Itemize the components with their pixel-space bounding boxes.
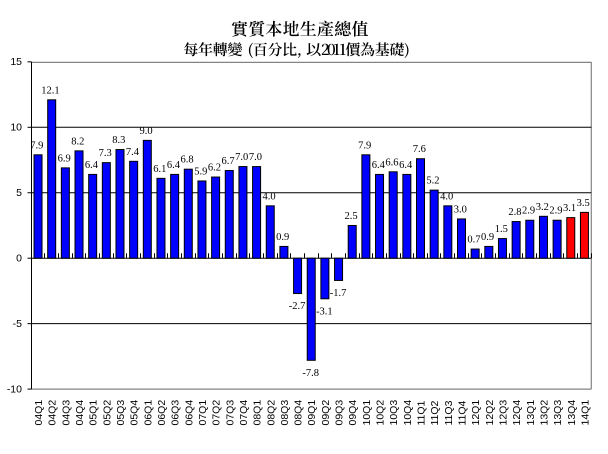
svg-text:09Q3: 09Q3 [334, 400, 346, 426]
svg-text:06Q3: 06Q3 [170, 400, 182, 426]
svg-text:10Q1: 10Q1 [361, 400, 373, 426]
svg-text:7.9: 7.9 [358, 140, 371, 151]
svg-text:-5: -5 [13, 318, 22, 330]
svg-text:3.2: 3.2 [536, 202, 549, 213]
svg-text:6.6: 6.6 [385, 157, 398, 168]
svg-text:11Q4: 11Q4 [456, 400, 468, 425]
svg-text:04Q3: 04Q3 [60, 400, 72, 426]
svg-text:6.4: 6.4 [167, 160, 181, 171]
svg-text:05Q3: 05Q3 [115, 400, 127, 426]
svg-text:-3.1: -3.1 [316, 306, 333, 317]
svg-text:7.6: 7.6 [413, 144, 426, 155]
svg-text:06Q1: 06Q1 [142, 400, 154, 426]
svg-text:06Q2: 06Q2 [156, 400, 168, 426]
svg-text:07Q3: 07Q3 [224, 400, 236, 426]
svg-text:2.9: 2.9 [522, 206, 535, 217]
svg-text:7.9: 7.9 [30, 140, 43, 151]
svg-text:9.0: 9.0 [140, 126, 153, 137]
svg-text:-1.7: -1.7 [330, 288, 347, 299]
svg-text:0: 0 [16, 252, 22, 264]
svg-text:2.8: 2.8 [508, 207, 521, 218]
svg-text:6.1: 6.1 [153, 164, 166, 175]
svg-text:05Q4: 05Q4 [129, 400, 141, 426]
svg-text:09Q4: 09Q4 [347, 400, 359, 426]
svg-text:-2.7: -2.7 [289, 301, 306, 312]
svg-text:2.9: 2.9 [549, 206, 562, 217]
svg-text:13Q3: 13Q3 [552, 400, 564, 426]
svg-text:08Q1: 08Q1 [252, 400, 264, 426]
svg-text:10: 10 [10, 122, 22, 134]
svg-text:8.2: 8.2 [71, 136, 84, 147]
svg-text:5: 5 [16, 187, 22, 199]
svg-text:6.8: 6.8 [181, 155, 194, 166]
svg-text:4.0: 4.0 [440, 191, 453, 202]
svg-text:12Q1: 12Q1 [470, 400, 482, 426]
svg-text:07Q1: 07Q1 [197, 400, 209, 426]
svg-text:12Q4: 12Q4 [511, 400, 523, 426]
svg-text:7.3: 7.3 [99, 148, 112, 159]
svg-text:06Q4: 06Q4 [183, 400, 195, 426]
svg-text:-10: -10 [7, 383, 22, 395]
svg-text:3.0: 3.0 [454, 204, 467, 215]
svg-text:0.9: 0.9 [276, 232, 289, 243]
svg-text:5.9: 5.9 [194, 166, 207, 177]
svg-text:1.5: 1.5 [495, 224, 508, 235]
svg-text:13Q1: 13Q1 [525, 400, 537, 426]
svg-text:09Q1: 09Q1 [306, 400, 318, 426]
svg-text:4.0: 4.0 [262, 191, 275, 202]
svg-text:6.4: 6.4 [85, 160, 99, 171]
svg-text:05Q2: 05Q2 [101, 400, 113, 426]
svg-text:11Q3: 11Q3 [443, 400, 455, 425]
svg-text:5.2: 5.2 [426, 176, 439, 187]
svg-text:11Q1: 11Q1 [416, 400, 428, 425]
svg-text:7.0: 7.0 [235, 152, 248, 163]
svg-text:6.2: 6.2 [208, 163, 221, 174]
svg-text:08Q2: 08Q2 [265, 400, 277, 426]
svg-text:09Q2: 09Q2 [320, 400, 332, 426]
svg-text:2.5: 2.5 [344, 211, 357, 222]
svg-text:3.1: 3.1 [563, 203, 576, 214]
svg-text:13Q2: 13Q2 [538, 400, 550, 426]
svg-text:08Q4: 08Q4 [293, 400, 305, 426]
svg-text:04Q2: 04Q2 [47, 400, 59, 426]
svg-text:10Q4: 10Q4 [402, 400, 414, 426]
svg-text:15: 15 [10, 56, 22, 68]
svg-text:6.7: 6.7 [222, 156, 235, 167]
svg-text:10Q3: 10Q3 [388, 400, 400, 426]
svg-text:6.4: 6.4 [372, 160, 386, 171]
svg-text:3.5: 3.5 [577, 198, 590, 209]
svg-text:10Q2: 10Q2 [375, 400, 387, 426]
svg-text:07Q2: 07Q2 [211, 400, 223, 426]
svg-text:6.4: 6.4 [399, 160, 413, 171]
svg-text:07Q4: 07Q4 [238, 400, 250, 426]
svg-text:0.9: 0.9 [481, 232, 494, 243]
svg-text:05Q1: 05Q1 [88, 400, 100, 426]
svg-text:04Q1: 04Q1 [33, 400, 45, 426]
svg-text:14Q1: 14Q1 [579, 400, 591, 426]
svg-text:04Q4: 04Q4 [74, 400, 86, 426]
svg-text:11Q2: 11Q2 [429, 400, 441, 425]
svg-text:0.7: 0.7 [467, 235, 480, 246]
svg-text:13Q4: 13Q4 [566, 400, 578, 426]
svg-text:6.9: 6.9 [58, 153, 71, 164]
svg-text:7.4: 7.4 [126, 147, 140, 158]
svg-text:12.1: 12.1 [41, 85, 59, 96]
svg-text:12Q3: 12Q3 [497, 400, 509, 426]
svg-text:08Q3: 08Q3 [279, 400, 291, 426]
svg-text:8.3: 8.3 [112, 135, 125, 146]
svg-text:-7.8: -7.8 [302, 368, 319, 379]
svg-text:7.0: 7.0 [249, 152, 262, 163]
svg-text:12Q2: 12Q2 [484, 400, 496, 426]
